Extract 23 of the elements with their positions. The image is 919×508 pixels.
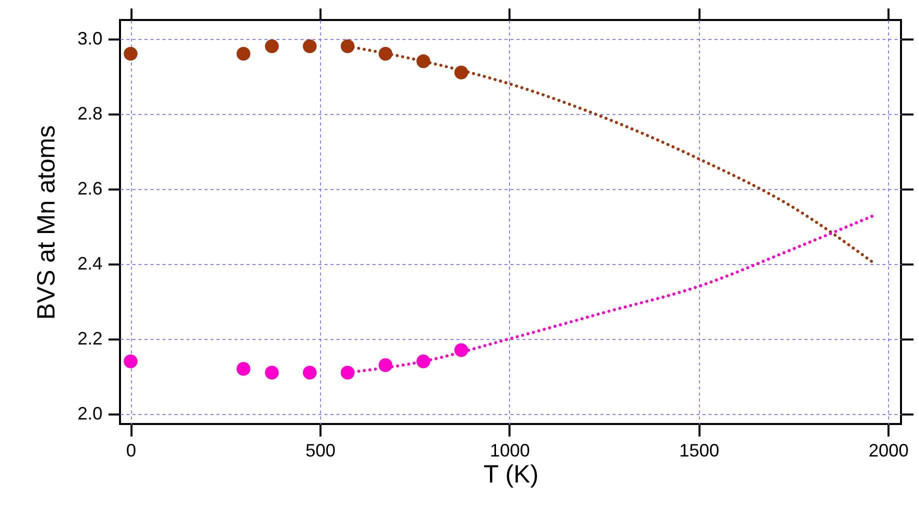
x-tick-label: 1500 [679,440,720,460]
y-tick-label: 3.0 [77,28,102,48]
point [340,366,355,380]
point [124,46,138,61]
y-tick-label: 2.6 [77,178,102,198]
y-tick-label: 2.4 [77,253,102,274]
x-tick-label: 500 [305,440,336,460]
point [302,366,317,380]
point [264,366,279,380]
y-tick-label: 2.8 [77,103,102,124]
x-axis-title: T (K) [483,460,539,488]
x-tick-label: 1000 [490,440,530,460]
y-tick-label: 2.2 [77,328,102,348]
y-tick-label: 2.0 [77,403,102,424]
x-tick-label: 2000 [868,440,909,460]
point [340,39,355,54]
point [236,46,250,61]
x-tick-label: 0 [126,440,136,460]
y-axis-title: BVS at Mn atoms [32,125,60,320]
point [302,39,317,54]
point [124,354,138,368]
point [264,39,279,54]
point [236,362,250,376]
